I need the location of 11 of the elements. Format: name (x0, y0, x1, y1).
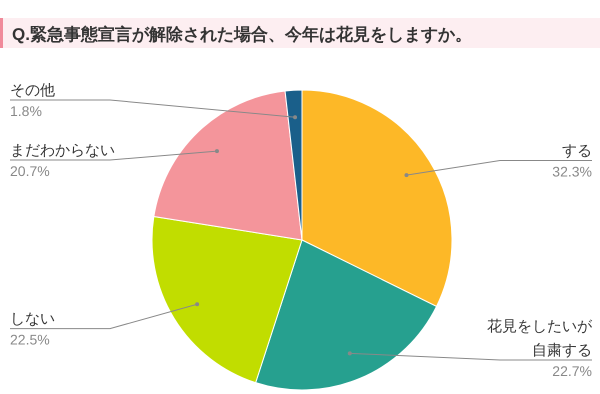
slice-label: 花見をしたいが自粛する (487, 318, 593, 359)
data-label: 1.8% (10, 103, 42, 119)
slice-label: する (562, 142, 592, 160)
slice-label: まだわからない (10, 142, 115, 159)
data-label: 22.7% (552, 363, 592, 379)
data-label: 22.5% (10, 332, 50, 348)
slice-label: その他 (10, 82, 55, 99)
data-label: 20.7% (10, 163, 50, 179)
chart-title: Q.緊急事態宣言が解除された場合、今年は花見をしますか。 (12, 25, 472, 44)
slice-label: しない (10, 310, 55, 328)
data-label: 32.3% (552, 164, 592, 180)
